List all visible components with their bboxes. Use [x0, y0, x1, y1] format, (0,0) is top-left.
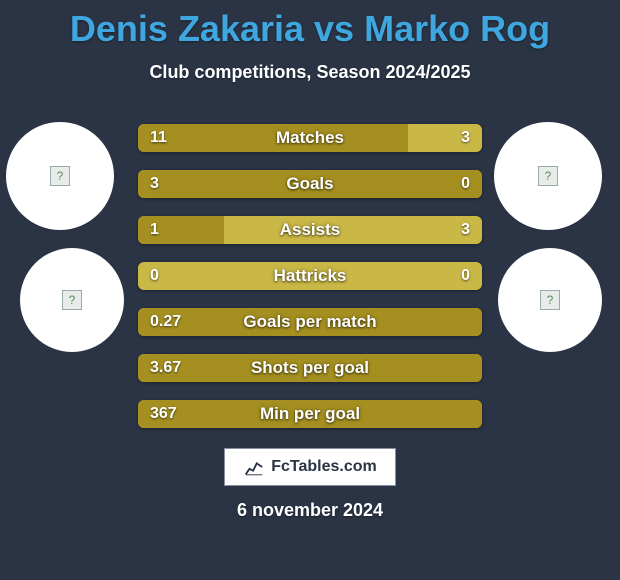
page-title: Denis Zakaria vs Marko Rog — [0, 0, 620, 50]
placeholder-icon: ? — [50, 166, 70, 186]
stat-label: Min per goal — [138, 400, 482, 428]
club-logo-bottom-right: ? — [498, 248, 602, 352]
logo-text: FcTables.com — [271, 458, 377, 476]
player-photo-top-right: ? — [494, 122, 602, 230]
page-subtitle: Club competitions, Season 2024/2025 — [0, 62, 620, 83]
placeholder-icon: ? — [540, 290, 560, 310]
stat-row: 0.27Goals per match — [138, 308, 482, 336]
stat-label: Goals — [138, 170, 482, 198]
player-photo-top-left: ? — [6, 122, 114, 230]
stats-rows: 113Matches 30Goals 13Assists 00Hattricks 0.2… — [138, 124, 482, 446]
footer-date: 6 november 2024 — [0, 500, 620, 521]
stat-row: 113Matches — [138, 124, 482, 152]
stat-label: Goals per match — [138, 308, 482, 336]
stat-row: 13Assists — [138, 216, 482, 244]
stat-label: Assists — [138, 216, 482, 244]
placeholder-icon: ? — [62, 290, 82, 310]
placeholder-icon: ? — [538, 166, 558, 186]
stat-row: 367Min per goal — [138, 400, 482, 428]
stat-label: Matches — [138, 124, 482, 152]
club-logo-bottom-left: ? — [20, 248, 124, 352]
stat-label: Hattricks — [138, 262, 482, 290]
stat-row: 30Goals — [138, 170, 482, 198]
fctables-logo: FcTables.com — [224, 448, 396, 486]
stat-row: 3.67Shots per goal — [138, 354, 482, 382]
chart-icon — [243, 456, 265, 478]
stat-row: 00Hattricks — [138, 262, 482, 290]
stat-label: Shots per goal — [138, 354, 482, 382]
